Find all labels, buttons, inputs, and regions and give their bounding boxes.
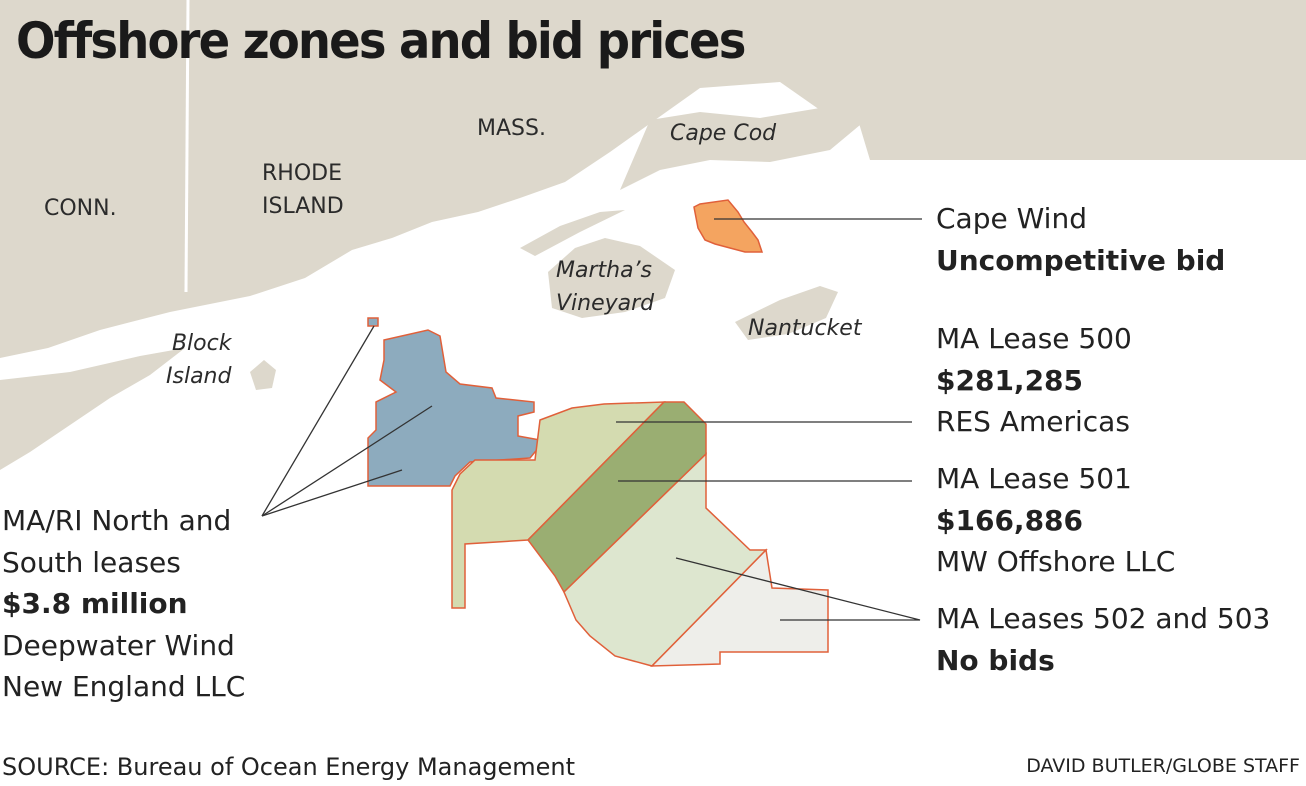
lease-500-zone	[451, 401, 666, 609]
lease-502-503-label: MA Leases 502 and 503 No bids	[936, 602, 1271, 677]
source-note: SOURCE: Bureau of Ocean Energy Managemen…	[2, 753, 576, 781]
label-rhode-island: RHODE ISLAND	[262, 161, 344, 219]
label-block-island: Block Island	[166, 331, 232, 389]
cape-cod-land	[620, 0, 878, 190]
marthas-vineyard-land	[548, 238, 675, 318]
label-cape-cod: Cape Cod	[670, 121, 777, 146]
lease-502-zone	[563, 452, 768, 667]
ma-ri-label: MA/RI North and South leases $3.8 millio…	[2, 504, 246, 703]
lease-503-zone	[650, 548, 829, 667]
label-conn: CONN.	[44, 196, 117, 221]
page-title: Offshore zones and bid prices	[16, 12, 746, 70]
cape-wind-zone	[693, 199, 764, 253]
nantucket-land	[735, 286, 838, 340]
lease-501-label: MA Lease 501 $166,886 MW Offshore LLC	[936, 462, 1176, 578]
label-mass: MASS.	[477, 116, 546, 141]
label-nantucket: Nantucket	[748, 316, 862, 341]
cape-wind-label: Cape Wind Uncompetitive bid	[936, 202, 1226, 277]
block-island-land	[250, 360, 276, 390]
long-island-land	[0, 348, 185, 470]
elizabeth-islands-land	[520, 210, 625, 256]
lease-500-label: MA Lease 500 $281,285 RES Americas	[936, 322, 1132, 438]
mainland	[0, 0, 1306, 358]
credit-note: DAVID BUTLER/GLOBE STAFF	[1026, 755, 1300, 777]
ma-ri-zone	[367, 317, 541, 487]
label-marthas-vineyard: Martha’s Vineyard	[556, 258, 655, 316]
